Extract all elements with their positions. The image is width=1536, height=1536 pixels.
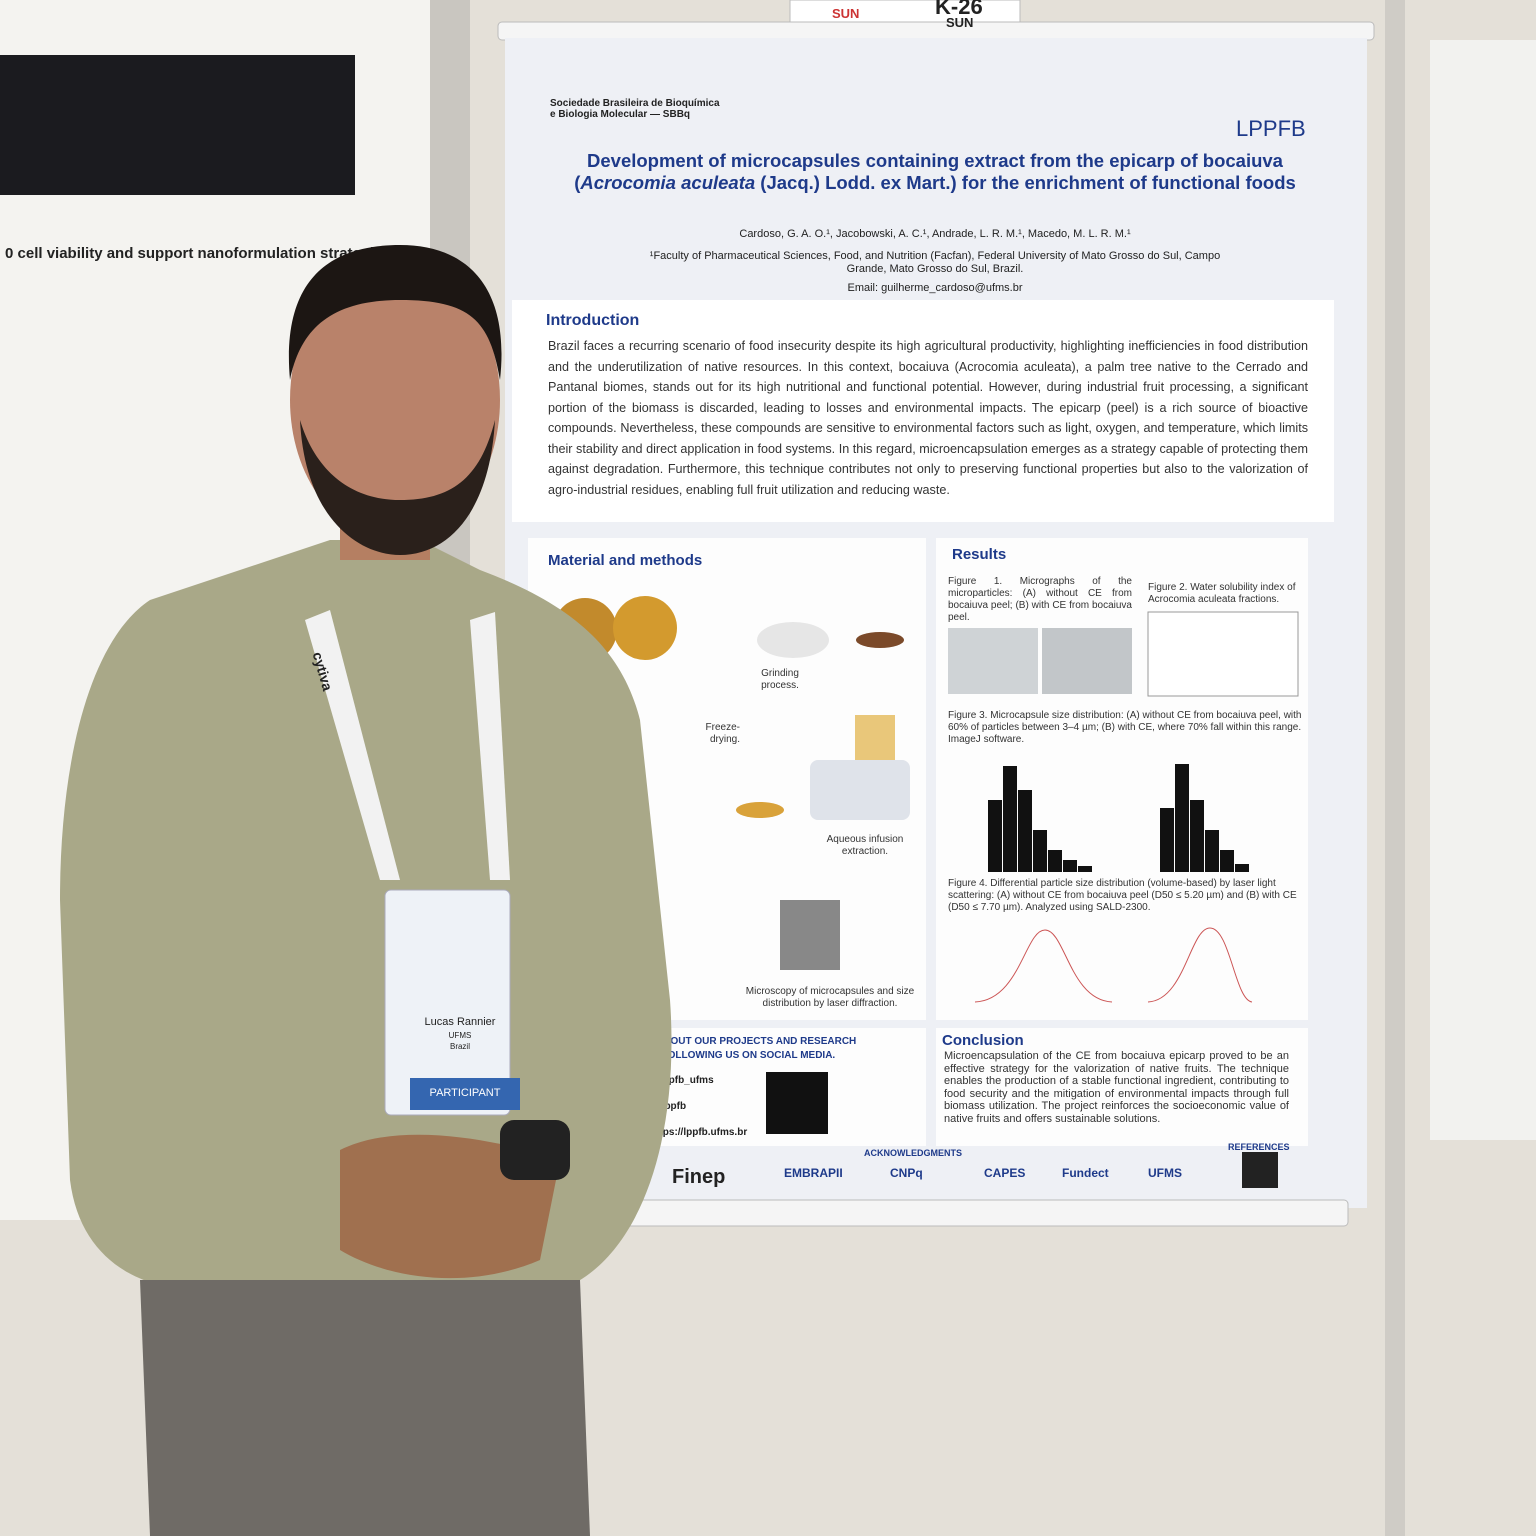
section-heading: Conclusion xyxy=(942,1032,1024,1049)
title-part: Acrocomia aculeata xyxy=(580,172,756,193)
badge-role: PARTICIPANT xyxy=(429,1087,501,1099)
title-part: Development of microcapsules containing … xyxy=(574,150,1283,193)
section-heading: Material and methods xyxy=(548,552,703,569)
hair xyxy=(288,245,502,380)
intro-text: Brazil faces a recurring scenario of foo… xyxy=(548,339,1308,497)
method-step: Aqueous infusion extraction. xyxy=(826,834,904,857)
beaker-image xyxy=(855,715,895,760)
method-step: Freeze-drying. xyxy=(705,722,740,745)
lanyard xyxy=(470,612,510,880)
board-day: SUN xyxy=(832,6,860,21)
sponsor-logo: Finep xyxy=(672,1166,726,1188)
intro-panel xyxy=(512,300,1334,522)
mortar-image xyxy=(757,622,829,658)
figure-caption: Figure 1. Micrographs of the micropartic… xyxy=(948,576,1132,623)
fruit-image xyxy=(613,596,677,660)
society: Sociedade Brasileira de Bioquímica e Bio… xyxy=(550,98,720,120)
section-heading: Results xyxy=(952,546,1007,563)
face xyxy=(290,260,500,540)
board-number: K-26 xyxy=(935,0,983,19)
right-poster xyxy=(1430,40,1536,1140)
board-day: SUN xyxy=(946,15,974,30)
histogram-image xyxy=(988,764,1249,872)
authors: Cardoso, G. A. O.¹, Jacobowski, A. C.¹, … xyxy=(739,228,1131,240)
sponsor-logo: EMBRAPII xyxy=(784,1166,843,1180)
left-poster-title: 0 cell viability and support nanoformula… xyxy=(5,245,391,262)
board-divider xyxy=(1385,0,1405,1536)
references: REFERENCES xyxy=(1228,1142,1290,1152)
figure-caption: Figure 2. Water solubility index of Acro… xyxy=(1148,582,1296,605)
method-step: Grinding process. xyxy=(761,668,799,691)
section-heading: Introduction xyxy=(546,312,640,329)
title-part: (Jacq.) Lodd. ex Mart.) for the enrichme… xyxy=(755,172,1296,193)
figure-caption: Figure 3. Microcapsule size distribution… xyxy=(948,710,1302,745)
beard xyxy=(300,420,495,555)
method-step: Microscopy of microcapsules and size dis… xyxy=(745,986,915,1009)
powder-image xyxy=(736,802,784,818)
badge-institution: UFMS xyxy=(448,1031,472,1040)
trousers xyxy=(140,1280,590,1536)
poster-title: Development of microcapsules containing … xyxy=(560,150,1310,194)
social-link: in/lppfb xyxy=(650,1101,687,1112)
lanyard xyxy=(305,610,400,880)
qr-code xyxy=(1242,1152,1278,1188)
conclusion-text: Microencapsulation of the CE from bocaiu… xyxy=(944,1050,1289,1125)
conclusion-panel xyxy=(936,1028,1308,1146)
lab-logo: LPPFB xyxy=(1236,116,1306,141)
micrograph xyxy=(1042,628,1132,694)
affiliation: ¹Faculty of Pharmaceutical Sciences, Foo… xyxy=(649,250,1221,275)
sponsor-logo: CNPq xyxy=(890,1166,923,1180)
sponsor-logo: UFMS xyxy=(1148,1166,1182,1180)
badge xyxy=(384,889,511,1116)
acknowledgments: ACKNOWLEDGMENTS xyxy=(864,1148,962,1158)
left-poster-image xyxy=(0,55,355,195)
email: Email: guilherme_cardoso@ufms.br xyxy=(847,282,1023,294)
sponsor-logo: CAPES xyxy=(984,1166,1026,1180)
qr-code xyxy=(766,1072,828,1134)
distribution-curve xyxy=(974,929,1113,1003)
figure-caption: Figure 4. Differential particle size dis… xyxy=(948,878,1297,913)
micrograph xyxy=(948,628,1038,694)
microscope-image xyxy=(780,900,840,970)
social-link: https://lppfb.ufms.br xyxy=(650,1127,748,1138)
badge-country: Brazil xyxy=(449,1042,470,1051)
stirrer-image xyxy=(810,760,910,820)
badge-name: Lucas Rannier xyxy=(424,1016,496,1028)
social-heading: BY FOLLOWING US ON SOCIAL MEDIA. xyxy=(645,1050,836,1061)
sponsor-logo: Fundect xyxy=(1062,1166,1109,1180)
social-link: @lppfb_ufms xyxy=(650,1075,714,1086)
social-heading: ORE ABOUT OUR PROJECTS AND RESEARCH xyxy=(632,1036,857,1047)
powder-image xyxy=(856,632,904,648)
badge-band xyxy=(410,1078,520,1110)
distribution-curve xyxy=(1147,927,1253,1003)
table-figure xyxy=(1147,611,1299,697)
watch xyxy=(500,1120,570,1180)
